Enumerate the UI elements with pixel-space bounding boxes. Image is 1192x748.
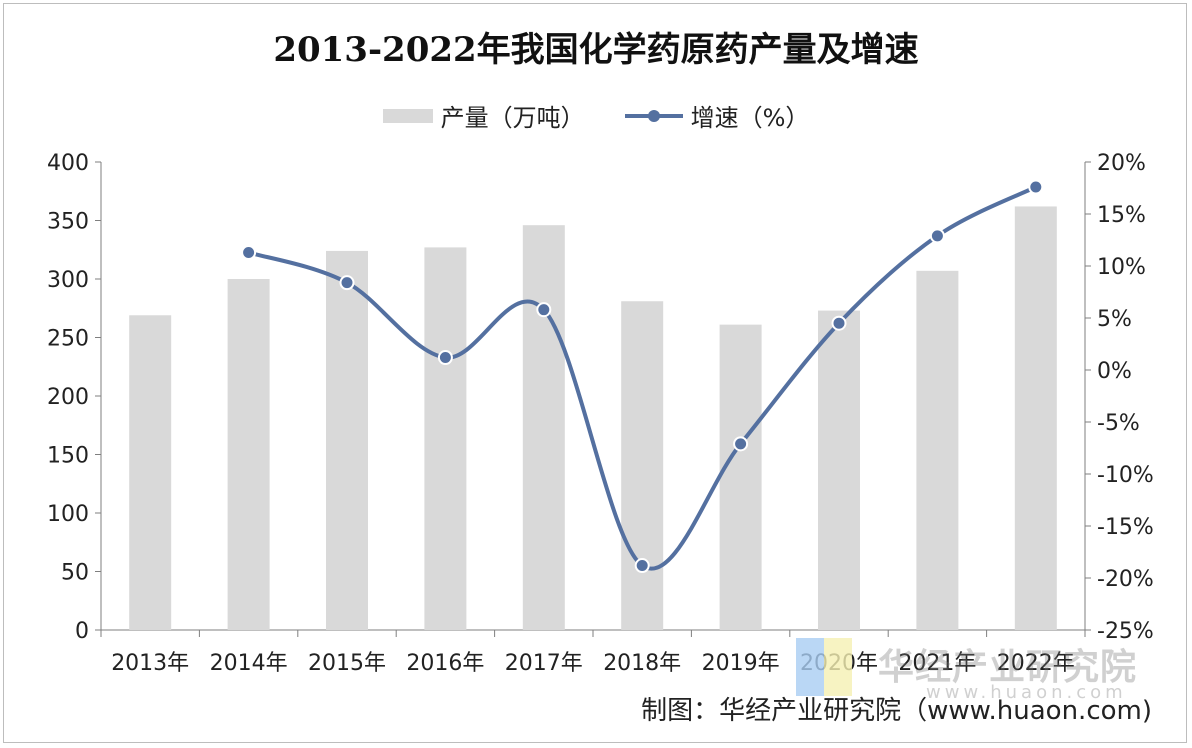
x-tick-label: 2021年: [898, 651, 976, 676]
chart-legend: 产量（万吨） 增速（%）: [0, 98, 1192, 133]
bar: [916, 270, 959, 630]
growth-point: [831, 315, 847, 331]
y-right-tick-label: 5%: [1097, 307, 1132, 332]
growth-point: [536, 302, 552, 318]
bar: [227, 279, 270, 630]
y-right-tick-label: -10%: [1097, 463, 1154, 488]
growth-point: [437, 350, 453, 366]
bar: [818, 310, 860, 630]
y-right-tick-label: -5%: [1097, 411, 1140, 436]
bar: [424, 247, 467, 630]
bar: [621, 301, 664, 630]
legend-item-output: 产量（万吨）: [382, 98, 585, 133]
y-right-tick-label: -25%: [1097, 619, 1154, 644]
bar: [1014, 206, 1057, 630]
x-tick-label: 2014年: [210, 651, 288, 676]
legend-swatch-bar: [382, 108, 433, 123]
x-tick-label: 2016年: [406, 651, 484, 676]
x-tick-label: 2018年: [603, 651, 681, 676]
watermark-logo: [796, 638, 852, 696]
x-tick-label: 2017年: [505, 651, 583, 676]
y-right-tick-label: -20%: [1097, 567, 1154, 592]
growth-point: [1028, 179, 1044, 195]
x-tick-label: 2019年: [702, 651, 780, 676]
y-left-tick-label: 300: [47, 268, 89, 293]
watermark-text: 华经产业研究院: [878, 647, 1138, 688]
growth-point: [634, 558, 650, 574]
y-left-tick-label: 250: [47, 327, 89, 352]
watermark-url: www.huaon.com: [926, 682, 1127, 703]
growth-point: [339, 275, 355, 291]
chart-frame: [3, 3, 1187, 743]
chart-title: 2013-2022年我国化学药原药产量及增速: [273, 30, 919, 70]
bar: [326, 250, 368, 631]
y-left-tick-label: 0: [75, 619, 89, 644]
y-left-tick-label: 350: [47, 210, 89, 235]
y-left-tick-label: 400: [47, 151, 89, 176]
growth-point: [733, 436, 749, 452]
legend-swatch-line: [624, 109, 683, 122]
y-right-tick-label: 20%: [1097, 151, 1146, 176]
growth-point: [929, 228, 945, 244]
bar: [719, 324, 762, 630]
y-left-tick-label: 150: [47, 444, 89, 469]
x-tick-label: 2022年: [997, 651, 1075, 676]
bar: [129, 315, 172, 630]
legend-label-output: 产量（万吨）: [440, 104, 585, 132]
y-right-tick-label: 15%: [1097, 203, 1146, 228]
y-left-tick-label: 100: [47, 502, 89, 527]
y-right-tick-label: 0%: [1097, 359, 1132, 384]
y-left-tick-label: 200: [47, 385, 89, 410]
legend-item-growth: 增速（%）: [624, 98, 810, 133]
x-tick-label: 2015年: [308, 651, 386, 676]
y-right-tick-label: 10%: [1097, 255, 1146, 280]
source-note: 制图：华经产业研究院（www.huaon.com): [641, 696, 1152, 726]
y-right-tick-label: -15%: [1097, 515, 1154, 540]
y-left-tick-label: 50: [61, 561, 89, 586]
growth-point: [241, 244, 257, 260]
bar: [522, 225, 565, 630]
legend-label-growth: 增速（%）: [690, 104, 810, 132]
x-tick-label: 2013年: [111, 651, 189, 676]
